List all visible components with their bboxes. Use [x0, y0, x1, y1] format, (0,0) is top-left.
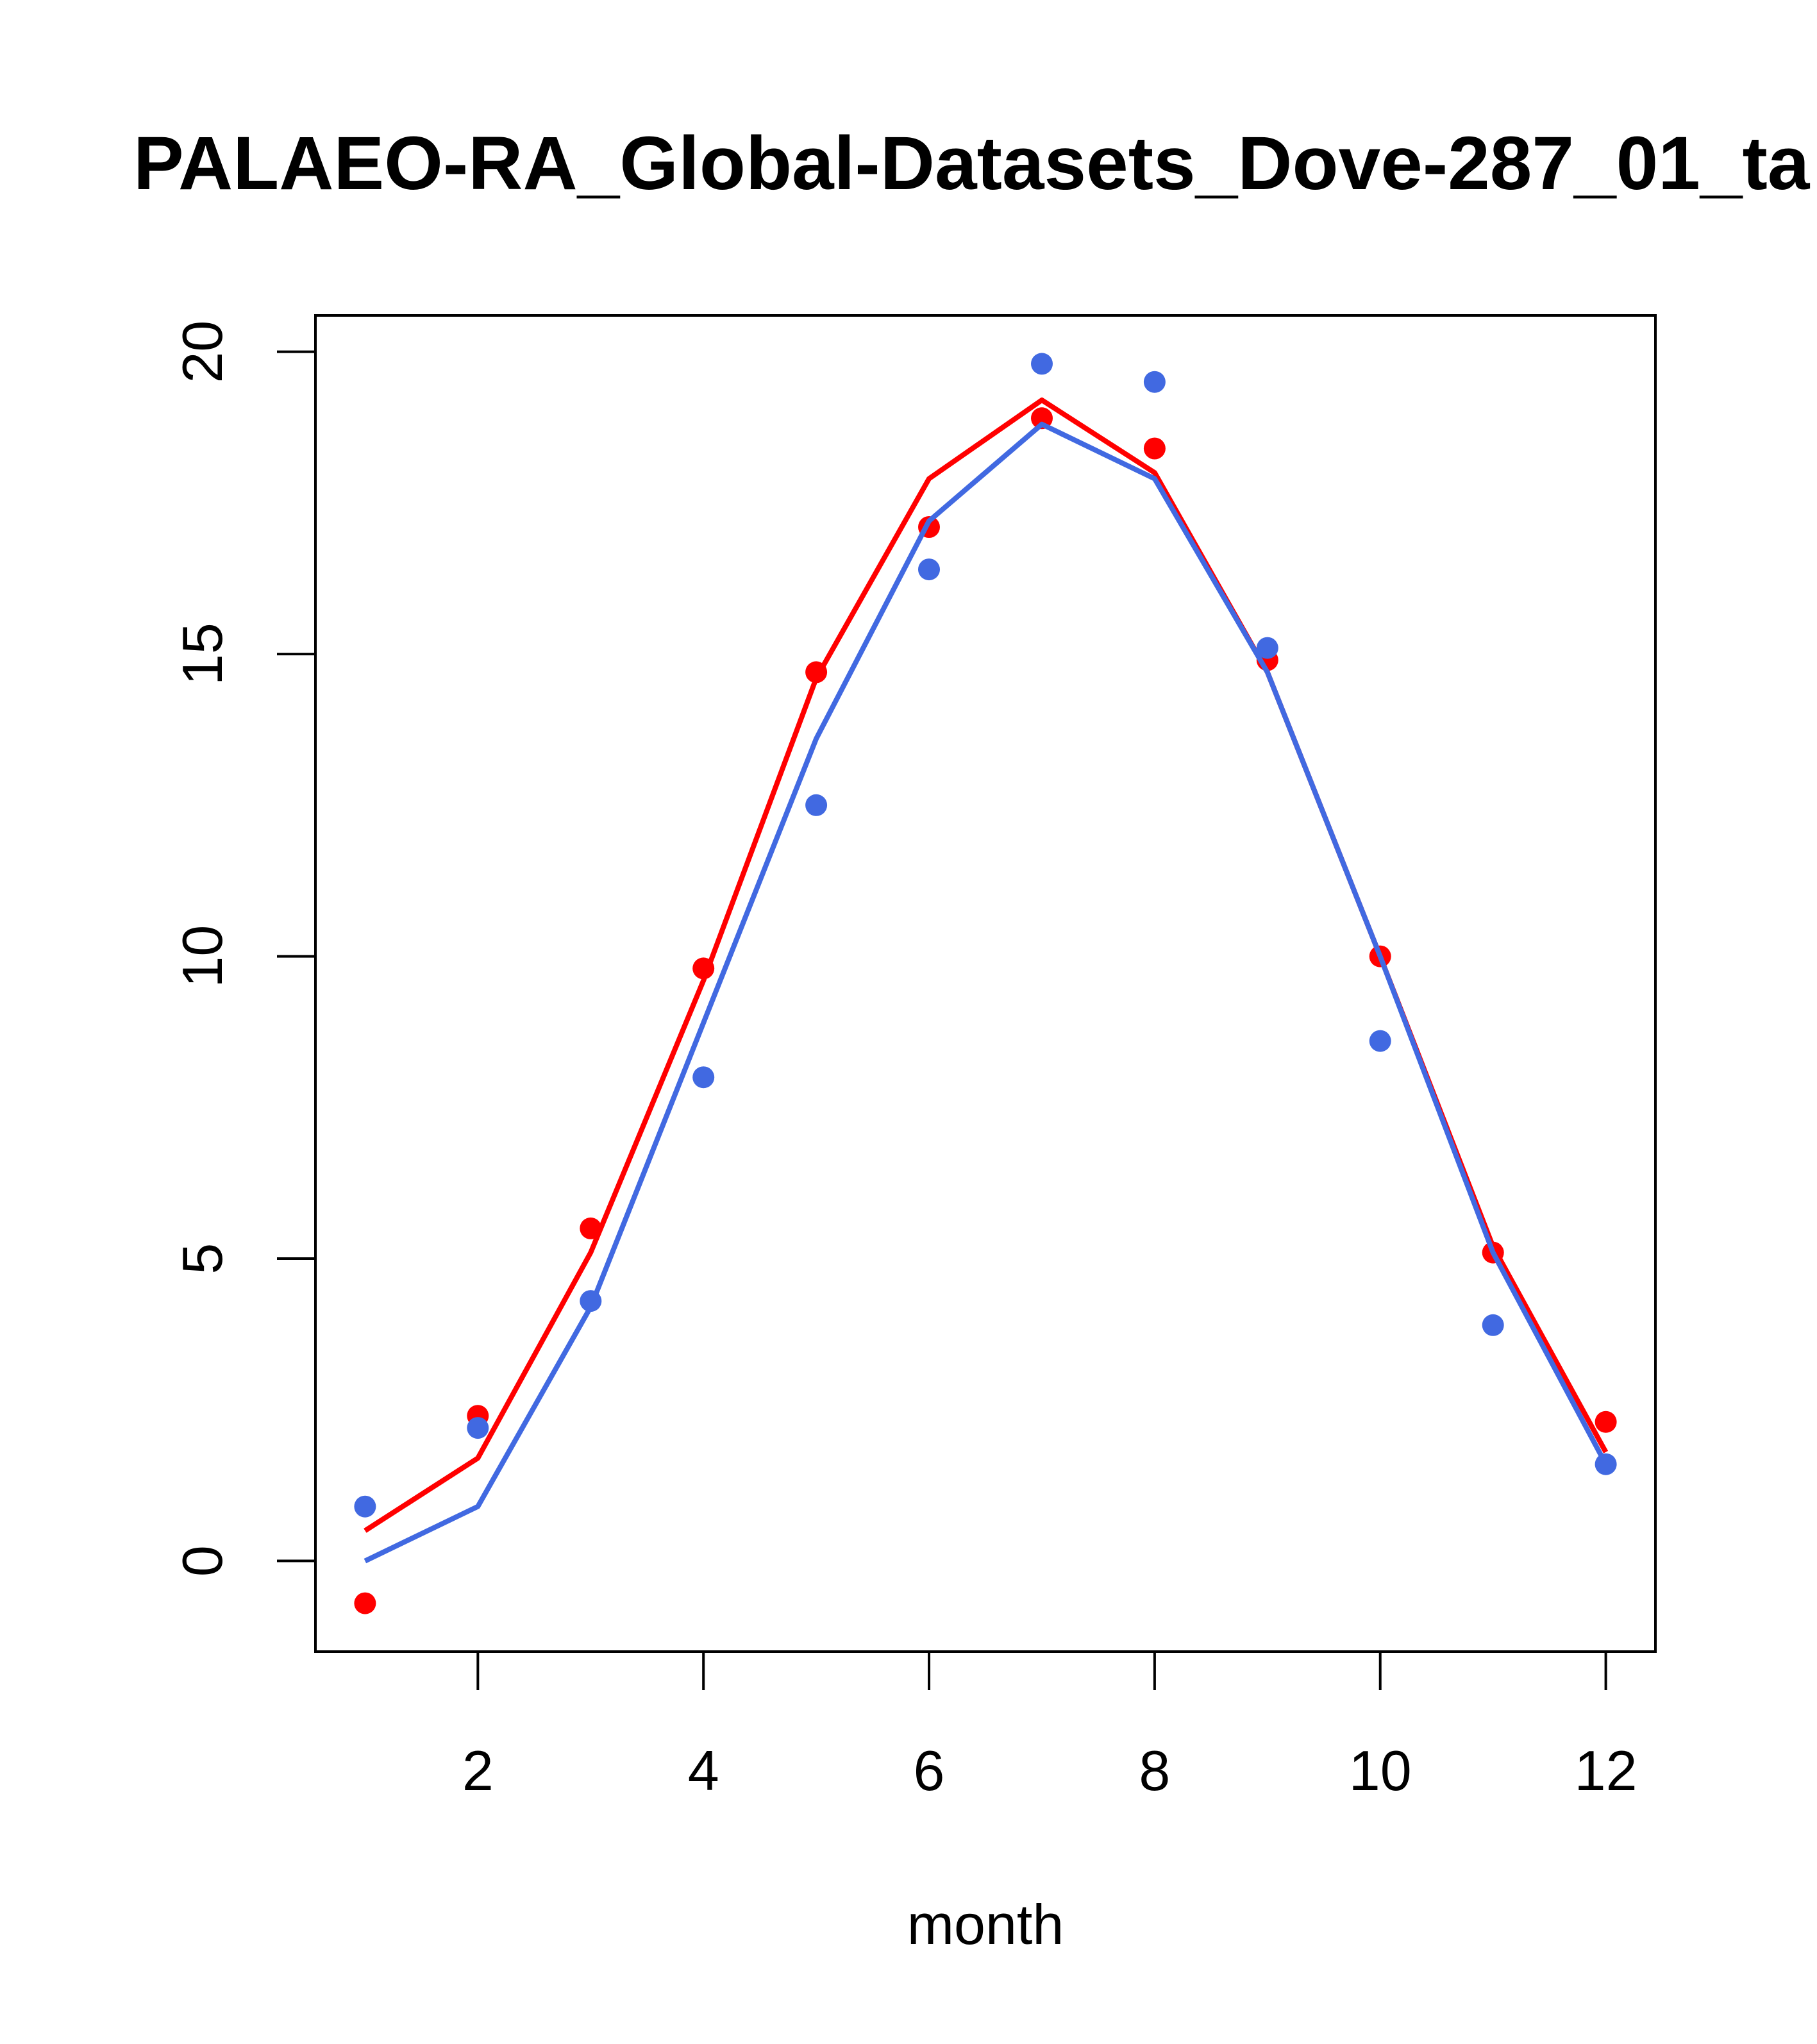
x-tick-label: 2	[462, 1739, 494, 1802]
series-2-point	[1369, 1030, 1391, 1052]
series-2-point	[918, 558, 940, 581]
series-2-line	[364, 421, 1609, 1564]
series-1-point	[580, 1217, 602, 1239]
y-axis: 0 5 10 15 20	[171, 321, 315, 1577]
series-2-point	[580, 1290, 602, 1312]
y-tick-label: 20	[171, 321, 234, 383]
x-tick-label: 6	[914, 1739, 945, 1802]
series-1-point	[1143, 437, 1166, 460]
series-1	[354, 398, 1617, 1614]
series-2-point	[1031, 353, 1053, 375]
series-2	[354, 353, 1617, 1564]
chart-title: PALAEO-RA_Global-Datasets_Dove-287_01_ta	[133, 121, 1811, 206]
x-tick-label: 10	[1349, 1739, 1412, 1802]
series-1-line	[364, 398, 1609, 1533]
series-2-point	[467, 1417, 489, 1439]
x-tick-label: 8	[1139, 1739, 1170, 1802]
plot-frame	[314, 314, 1657, 1653]
x-axis: 2 4 6 8 10 12	[462, 1652, 1637, 1802]
plot-area	[354, 353, 1617, 1614]
x-tick-label: 12	[1575, 1739, 1637, 1802]
y-tick-label: 15	[171, 623, 234, 685]
y-tick-label: 5	[171, 1243, 234, 1275]
series-1-point	[1595, 1411, 1617, 1433]
series-2-point	[1595, 1453, 1617, 1475]
series-1-point	[805, 661, 828, 683]
series-2-point	[805, 794, 828, 816]
x-axis-label: month	[907, 1893, 1064, 1956]
series-1-point	[354, 1592, 376, 1614]
series-2-point	[1143, 371, 1166, 393]
x-tick-label: 4	[688, 1739, 719, 1802]
y-tick-label: 10	[171, 925, 234, 988]
y-tick-label: 0	[171, 1545, 234, 1577]
series-1-point	[692, 957, 715, 980]
series-2-point	[1482, 1314, 1504, 1336]
series-2-point	[1256, 637, 1278, 659]
series-2-point	[692, 1066, 715, 1089]
series-2-point	[354, 1495, 376, 1518]
series-1-point	[1031, 407, 1053, 430]
